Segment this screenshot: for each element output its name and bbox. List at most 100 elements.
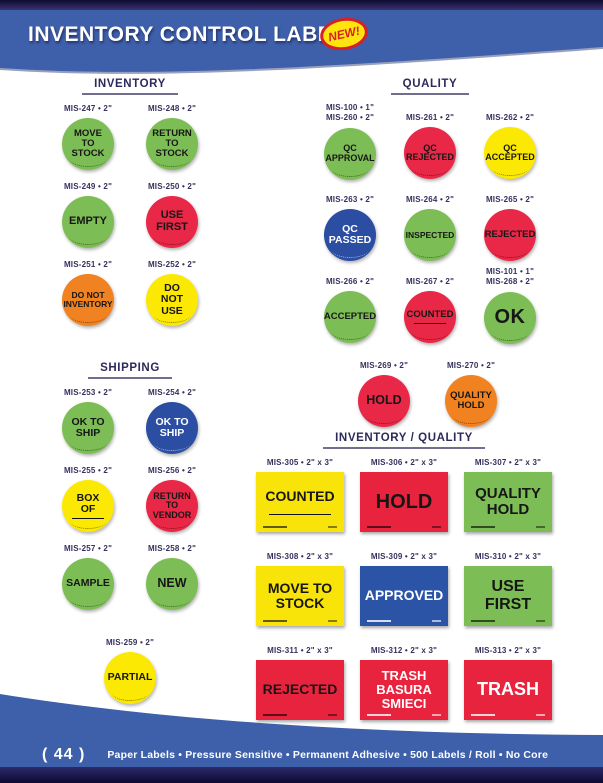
label-text-line: BASURA [376,681,432,697]
product-code: MIS-309 • 2" x 3" [370,551,438,561]
product-cell: MIS-308 • 2" x 3" MOVE TO STOCK [248,551,352,645]
product-code: MIS-252 • 2" [147,259,197,269]
product-cell: MIS-269 • 2" HOLD [358,351,410,427]
label-mis-255: BOX OF [62,480,114,532]
label-mis-260: QC APPROVAL [324,127,376,180]
label-text-line: NOT [160,293,184,306]
label-text-line: SHIP [75,427,101,439]
label-text-line: USE [491,578,525,596]
label-text-line: QUALITY [475,484,541,502]
product-code: MIS-268 • 2" [485,277,535,287]
label-text-line: OK TO [155,415,189,428]
label-mis-313: TRASH [464,660,552,720]
label-text-line: SAMPLE [66,577,110,590]
product-cell: MIS-313 • 2" x 3" TRASH [456,645,560,739]
label-mis-251: DO NOT INVENTORY [62,274,114,326]
product-cell: MIS-258 • 2" NEW [130,543,214,621]
product-code: MIS-257 • 2" [63,543,113,553]
label-text-line: HOLD [366,393,402,408]
label-text-line: USE [161,304,183,317]
label-text-line: PASSED [328,234,372,246]
bottom-navy-bar [0,767,603,783]
label-mis-310: USE FIRST [464,566,552,626]
heading-quality: QUALITY [390,78,470,95]
page-number: ( 44 ) [42,746,86,763]
label-text-line: BOX [76,491,100,504]
product-code: MIS-100 • 1" [325,103,375,112]
product-cell: MIS-248 • 2" RETURN TO STOCK [130,103,214,181]
label-text-line: DO [164,282,180,295]
label-text-line: TRASH [477,679,539,700]
label-mis-269: HOLD [358,375,410,427]
label-text-line: VENDOR [152,509,192,520]
label-mis-252: DO NOT USE [146,274,198,326]
product-code: MIS-247 • 2" [63,103,113,113]
section-inventory-quality: INVENTORY / QUALITY MIS-305 • 2" x 3" CO… [248,428,560,739]
product-cell: MIS-250 • 2" USE FIRST [130,181,214,259]
product-code: MIS-253 • 2" [63,387,113,397]
label-text-line: FIRST [484,596,532,613]
product-code: MIS-269 • 2" [359,360,409,370]
product-code: MIS-250 • 2" [147,181,197,191]
label-text-line: STOCK [155,147,189,159]
product-cell: MIS-249 • 2" EMPTY [46,181,130,259]
product-code: MIS-308 • 2" x 3" [266,551,334,561]
label-text-line: MOVE TO [267,579,333,596]
label-text-line: OF [80,503,96,515]
product-cell: MIS-254 • 2" OK TO SHIP [130,387,214,465]
heading-inventory: INVENTORY [82,78,178,95]
product-code: MIS-264 • 2" [405,194,455,204]
product-cell: MIS-305 • 2" x 3" COUNTED [248,457,352,551]
label-text-line: RETURN [152,128,192,140]
label-text-line: TRASH [381,667,427,683]
product-code: MIS-310 • 2" x 3" [474,551,542,561]
section-quality: QUALITY MIS-100 • 1" MIS-260 • 2" QC APP… [310,74,550,427]
label-mis-311: REJECTED [256,660,344,720]
label-mis-307: QUALITY HOLD [464,472,552,532]
product-cell: MIS-261 • 2" QC REJECTED [390,103,470,185]
product-cell: MIS-306 • 2" x 3" HOLD [352,457,456,551]
product-cell: MIS-252 • 2" DO NOT USE [130,259,214,337]
label-mis-253: OK TO SHIP [62,402,114,454]
label-text-line: APPROVED [364,587,444,604]
product-cell: MIS-270 • 2" QUALITY HOLD [445,351,497,427]
label-text-line: FIRST [156,221,188,233]
label-text-line: COUNTED [406,309,454,321]
label-text-line: ACCEPTED [485,152,535,162]
product-code: MIS-101 • 1" [485,267,535,276]
new-badge-text: NEW! [326,23,362,45]
label-text-line: EMPTY [69,215,107,228]
product-code: MIS-311 • 2" x 3" [267,645,333,655]
product-code: MIS-251 • 2" [63,259,113,269]
label-text-line: REJECTED [484,229,536,241]
label-mis-309: APPROVED [360,566,448,626]
label-mis-248: RETURN TO STOCK [146,118,198,170]
label-text-line: NEW [157,576,187,591]
header-swoosh [0,47,603,80]
product-code: MIS-258 • 2" [147,543,197,553]
label-text-line: QC [423,142,437,153]
label-text-line: PARTIAL [107,671,153,684]
label-text-line: INSPECTED [405,229,455,240]
product-cell: MIS-100 • 1" MIS-260 • 2" QC APPROVAL [310,103,390,185]
product-code: MIS-313 • 2" x 3" [474,645,542,655]
product-cell: MIS-310 • 2" x 3" USE FIRST [456,551,560,645]
product-cell: MIS-266 • 2" ACCEPTED [310,267,390,349]
product-cell: MIS-257 • 2" SAMPLE [46,543,130,621]
product-code: MIS-262 • 2" [485,112,535,122]
product-cell: MIS-312 • 2" x 3" TRASH BASURA SMIECI [352,645,456,739]
label-text-line: QC [342,222,358,235]
label-text-line: USE [160,209,184,222]
product-code: MIS-266 • 2" [325,276,375,286]
label-mis-268: OK [484,291,536,344]
section-shipping: SHIPPING MIS-253 • 2" OK TO SHIP MIS-254… [46,358,214,704]
product-code: MIS-270 • 2" [446,360,496,370]
label-text-line: TO [165,500,179,511]
label-mis-263: QC PASSED [324,209,376,261]
product-code: MIS-248 • 2" [147,103,197,113]
product-code: MIS-307 • 2" x 3" [474,457,542,467]
label-text-line: HOLD [457,400,485,411]
header-band: INVENTORY CONTROL LABELS NEW! [0,10,603,80]
label-mis-308: MOVE TO STOCK [256,566,344,626]
label-mis-257: SAMPLE [62,558,114,610]
